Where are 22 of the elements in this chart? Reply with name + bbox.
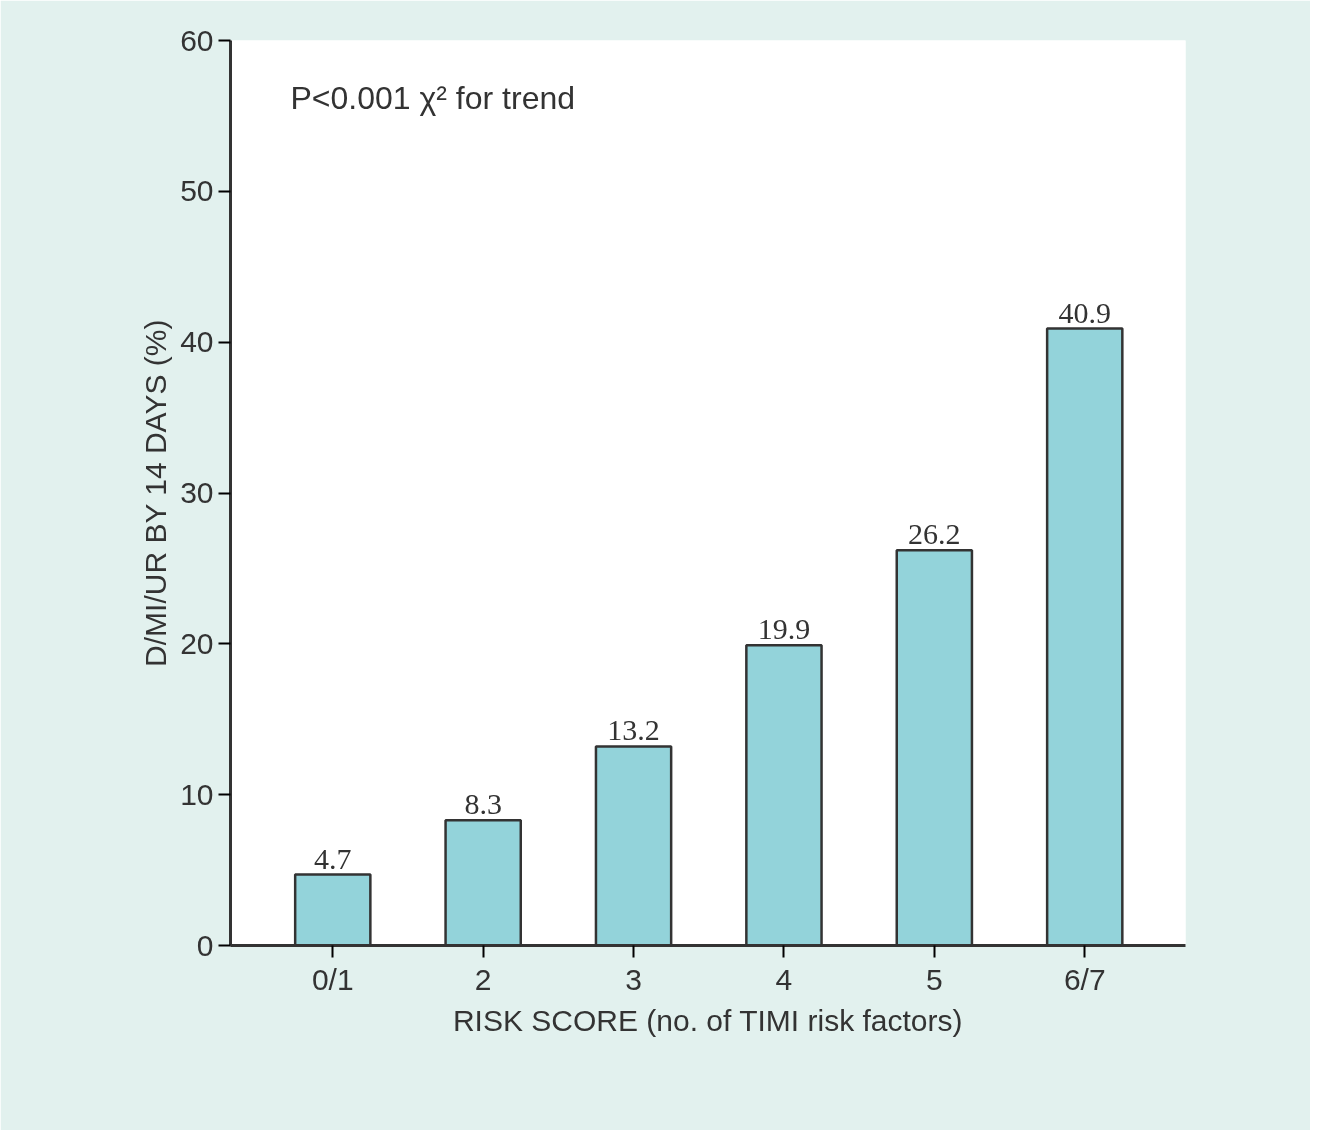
data-label: 19.9 [757,612,811,646]
data-label: 4.7 [314,841,352,875]
y-tick-label: 10 [180,777,214,811]
y-tick-label: 60 [180,23,214,57]
data-label: 8.3 [464,787,502,821]
x-tick-label: 3 [625,962,642,996]
y-tick-label: 0 [196,928,214,962]
x-axis-title: RISK SCORE (no. of TIMI risk factors) [452,1003,963,1037]
y-axis-title: D/MI/UR BY 14 DAYS (%) [139,319,173,667]
data-label: 26.2 [908,517,961,551]
y-tick-label: 30 [180,476,214,509]
y-tick-label: 50 [180,174,214,208]
y-tick-label: 20 [180,626,214,660]
data-label: 13.2 [607,713,660,747]
x-tick-label: 2 [474,962,492,996]
x-tick-label: 0/1 [311,962,354,996]
x-tick-label: 6/7 [1063,962,1106,996]
x-tick-label: 5 [926,962,943,996]
annotation: P<0.001 χ² for trend [290,79,576,116]
x-tick-label: 4 [775,962,793,996]
data-label: 40.9 [1058,295,1111,329]
y-tick-label: 40 [180,325,214,359]
